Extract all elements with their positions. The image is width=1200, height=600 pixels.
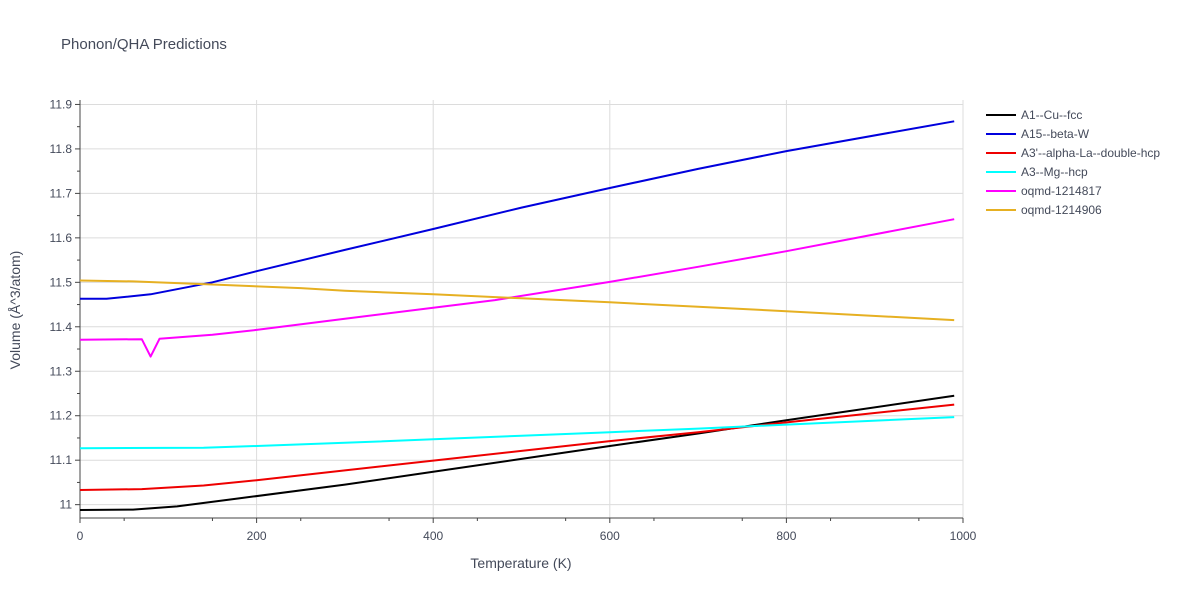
axis-layer: 0 200 400 600 800 1000 11 11.1 11.2 11.3 11.4 11.5 1… [50,97,977,543]
x-tick-label: 200 [247,529,267,543]
legend-label: A3--Mg--hcp [1021,165,1088,179]
legend: A1--Cu--fcc A15--beta-W A3'--alpha-La--dou… [986,108,1160,217]
x-tick-label: 0 [77,529,84,543]
y-tick-label: 11.9 [50,97,73,111]
y-tick-label: 11.5 [50,275,73,289]
x-tick-label: 600 [600,529,620,543]
y-tick-label: 11.6 [50,231,73,245]
x-tick-label: 800 [776,529,796,543]
y-tick-label: 11.8 [50,142,73,156]
series-line-A3--Mg--hcp [79,416,955,450]
series-layer [79,120,955,511]
x-tick-label: 400 [423,529,443,543]
y-tick-label: 11.1 [50,453,73,467]
series-line-oqmd-1214906 [79,279,955,322]
y-tick-label: 11 [60,498,73,512]
y-tick-label: 11.3 [50,364,73,378]
series-line-A15--beta-W [80,120,955,300]
legend-label: A3'--alpha-La--double-hcp [1021,146,1160,160]
grid-layer [80,100,964,518]
x-axis-title: Temperature (K) [470,555,571,571]
x-tick-label: 1000 [950,529,977,543]
legend-label: A1--Cu--fcc [1021,108,1082,122]
chart-title: Phonon/QHA Predictions [61,36,227,53]
legend-label: A15--beta-W [1021,127,1090,141]
series-line-A3'--alpha-La--double-hcp [79,403,955,491]
series-line-A1--Cu--fcc [79,394,955,511]
legend-label: oqmd-1214906 [1021,203,1102,217]
legend-label: oqmd-1214817 [1021,184,1102,198]
y-tick-label: 11.7 [50,186,73,200]
y-tick-label: 11.2 [50,409,73,423]
series-line-oqmd-1214817 [79,218,955,358]
y-tick-label: 11.4 [50,320,73,334]
y-axis-title: Volume (Å^3/atom) [7,251,23,370]
